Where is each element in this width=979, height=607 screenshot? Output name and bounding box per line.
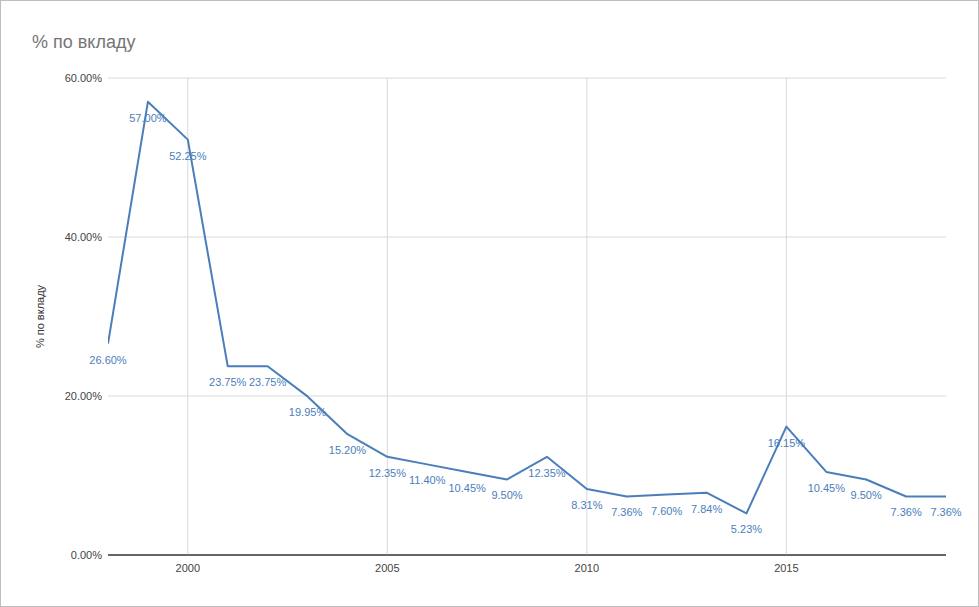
x-grid-line [786,78,787,555]
data-label: 15.20% [329,444,367,456]
data-label: 19.95% [289,406,327,418]
plot-area [108,102,946,514]
data-label: 7.60% [651,505,682,517]
data-label: 7.36% [930,506,961,518]
data-label: 11.40% [409,474,446,486]
x-grid-line [586,78,587,555]
data-label: 9.50% [491,489,522,501]
x-tick-label: 2015 [774,562,798,574]
x-tick-label: 2000 [176,562,200,574]
x-tick-label: 2010 [575,562,599,574]
y-grid-line [108,396,946,397]
y-grid-line [108,555,946,556]
data-line [108,102,946,514]
data-label: 52.25% [169,150,207,162]
x-grid-line [387,78,388,555]
data-label: 7.36% [611,506,642,518]
x-axis-line [108,555,946,556]
data-label: 5.23% [731,523,762,535]
data-label: 57.00% [129,112,167,124]
data-label: 23.75% [209,376,247,388]
data-label: 10.45% [448,482,486,494]
data-label: 7.36% [890,506,921,518]
data-label: 8.31% [571,499,602,511]
data-label: 7.84% [691,503,722,515]
chart-title: % по вкладу [32,32,135,52]
data-label: 12.35% [528,467,566,479]
y-tick-label: 0.00% [71,549,102,561]
data-label: 16.15% [768,437,806,449]
y-tick-label: 20.00% [65,390,103,402]
chart-border [1,1,979,607]
x-tick-label: 2005 [375,562,399,574]
y-tick-label: 40.00% [65,231,103,243]
chart-svg: % по вкладу % по вкладу 0.00% 20.00% 40.00% 6… [0,0,979,607]
data-label: 12.35% [369,467,407,479]
chart-container: % по вкладу % по вкладу 0.00% 20.00% 40.00% 6… [0,0,979,607]
y-tick-label: 60.00% [65,72,103,84]
y-grid-line [108,78,946,79]
y-axis-label: % по вкладу [34,284,46,348]
data-label: 23.75% [249,376,287,388]
data-label: 26.60% [89,354,127,366]
y-grid-line [108,237,946,238]
data-label: 10.45% [808,482,846,494]
data-label: 9.50% [851,489,882,501]
